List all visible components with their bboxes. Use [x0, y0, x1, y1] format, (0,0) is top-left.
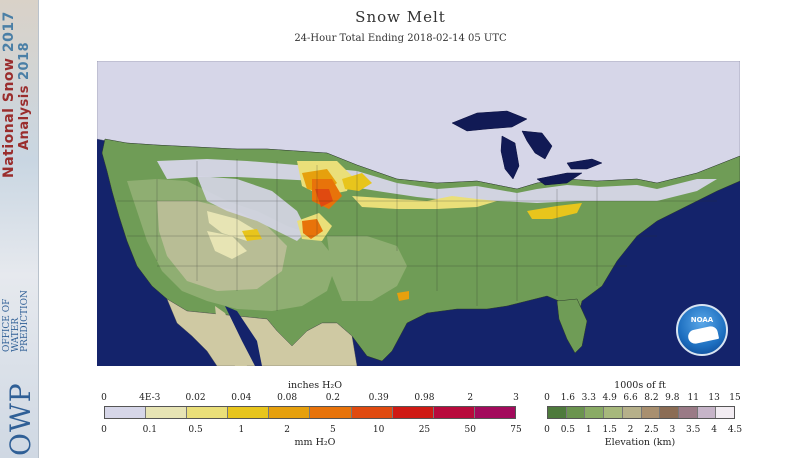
- melt-color-bar: [104, 406, 516, 419]
- legend-tick-label: 4.9: [602, 393, 617, 403]
- florida-peninsula: [556, 298, 588, 354]
- gulf-of-california: [225, 306, 262, 366]
- legend-tick-label: 0.5: [560, 425, 576, 435]
- legend-tick-label: 10: [372, 425, 385, 435]
- legend-color-cell: [660, 407, 679, 418]
- legend-tick-label: 3.3: [581, 393, 596, 403]
- legend-color-cell: [269, 407, 311, 418]
- legend-tick-label: 0: [544, 425, 550, 435]
- melt-legend-title-inches: inches H₂O: [288, 380, 342, 391]
- legend-tick-label: 8.2: [644, 393, 659, 403]
- noaa-bird-icon: [686, 325, 720, 345]
- baja-peninsula: [215, 306, 247, 366]
- legend-tick-label: 5: [330, 425, 336, 435]
- legend-tick-label: 0: [544, 393, 550, 403]
- legend-tick-label: 4: [711, 425, 717, 435]
- legend-color-cell: [548, 407, 567, 418]
- great-lakes: [451, 110, 603, 186]
- legend-tick-label: 1: [585, 425, 592, 435]
- legend-tick-label: 15: [729, 393, 741, 403]
- snow-cover-rockies: [197, 176, 307, 241]
- legend-tick-label: 0.2: [325, 393, 341, 403]
- owp-line3: PREDICTION: [20, 290, 30, 352]
- legend-tick-label: 6.6: [623, 393, 638, 403]
- legend-tick-label: 0: [101, 393, 107, 403]
- legend-color-cell: [392, 407, 434, 418]
- legend-tick-label: 0.5: [188, 425, 203, 435]
- legend-color-cell: [604, 407, 623, 418]
- southern-plains: [327, 236, 407, 301]
- elev-color-bar: [547, 406, 735, 419]
- legend-color-cell: [105, 407, 147, 418]
- legend-tick-label: 1.6: [560, 393, 576, 403]
- legend-tick-label: 2: [284, 425, 290, 435]
- elev-legend-title-km: Elevation (km): [604, 437, 676, 448]
- legend-tick-label: 3: [669, 425, 676, 435]
- legend-tick-label: 13: [708, 393, 720, 403]
- legend-tick-label: 50: [464, 425, 476, 435]
- legend-color-cell: [566, 407, 586, 418]
- legend-tick-label: 75: [510, 425, 522, 435]
- snow-cover-northern: [157, 159, 717, 203]
- legend-tick-label: 3.5: [686, 425, 701, 435]
- legend-tick-label: 2.5: [644, 425, 659, 435]
- legend-color-cell: [622, 407, 642, 418]
- legend-tick-label: 0.04: [231, 393, 252, 403]
- map-subtitle: 24-Hour Total Ending 2018-02-14 05 UTC: [294, 33, 507, 44]
- legend-tick-label: 0: [101, 425, 107, 435]
- legend-tick-label: 3: [513, 393, 519, 403]
- legend-tick-label: 0.08: [277, 393, 298, 403]
- state-boundaries: [117, 159, 717, 311]
- legend-color-cell: [641, 407, 661, 418]
- legend-tick-label: 9.8: [665, 393, 680, 403]
- legend-tick-label: 0.39: [368, 393, 389, 403]
- owp-logo: OWP: [4, 382, 37, 456]
- nsa-year-2018: 2018: [17, 41, 32, 81]
- owp-office-name: OFFICE OF WATER PREDICTION: [2, 290, 30, 352]
- snow-melt-map: [97, 61, 740, 366]
- melt-legend-title-mm: mm H₂O: [294, 437, 336, 448]
- legend-tick-label: 2: [627, 425, 634, 435]
- legend-color-cell: [433, 407, 475, 418]
- legend-color-cell: [310, 407, 352, 418]
- legend-color-cell: [697, 407, 717, 418]
- nsa-title-text: National Snow: [1, 57, 17, 178]
- legend-color-cell: [146, 407, 188, 418]
- mexico-land: [166, 298, 358, 366]
- legend-color-cell: [678, 407, 698, 418]
- branding-sidebar: National Snow 2017 Analysis 2018 OFFICE …: [0, 0, 39, 458]
- legend-color-cell: [716, 407, 735, 418]
- nsa-analysis-text: Analysis: [17, 85, 32, 150]
- legend-tick-label: 2: [467, 393, 474, 403]
- noaa-text: NOAA: [690, 316, 714, 324]
- legend-tick-label: 0.98: [414, 393, 435, 403]
- legend-tick-label: 4E-3: [139, 393, 161, 403]
- legend-color-cell: [474, 407, 515, 418]
- legend-color-cell: [351, 407, 393, 418]
- elev-legend-title-ft: 1000s of ft: [614, 380, 666, 391]
- legend-tick-label: 1: [238, 425, 245, 435]
- nsa-title-line2: Analysis 2018: [17, 42, 32, 150]
- legend-tick-label: 11: [687, 393, 699, 403]
- map-title: Snow Melt: [355, 8, 446, 26]
- legend-tick-label: 25: [418, 425, 431, 435]
- legend-tick-label: 1.5: [602, 425, 617, 435]
- legend-color-cell: [187, 407, 229, 418]
- legend-tick-label: 0.02: [185, 393, 206, 403]
- legend-color-cell: [585, 407, 605, 418]
- legend-color-cell: [228, 407, 270, 418]
- legend-tick-label: 0.1: [142, 425, 157, 435]
- legend-tick-label: 4.5: [727, 425, 743, 435]
- snow-melt-areas: [207, 161, 582, 301]
- noaa-logo: NOAA: [676, 304, 728, 356]
